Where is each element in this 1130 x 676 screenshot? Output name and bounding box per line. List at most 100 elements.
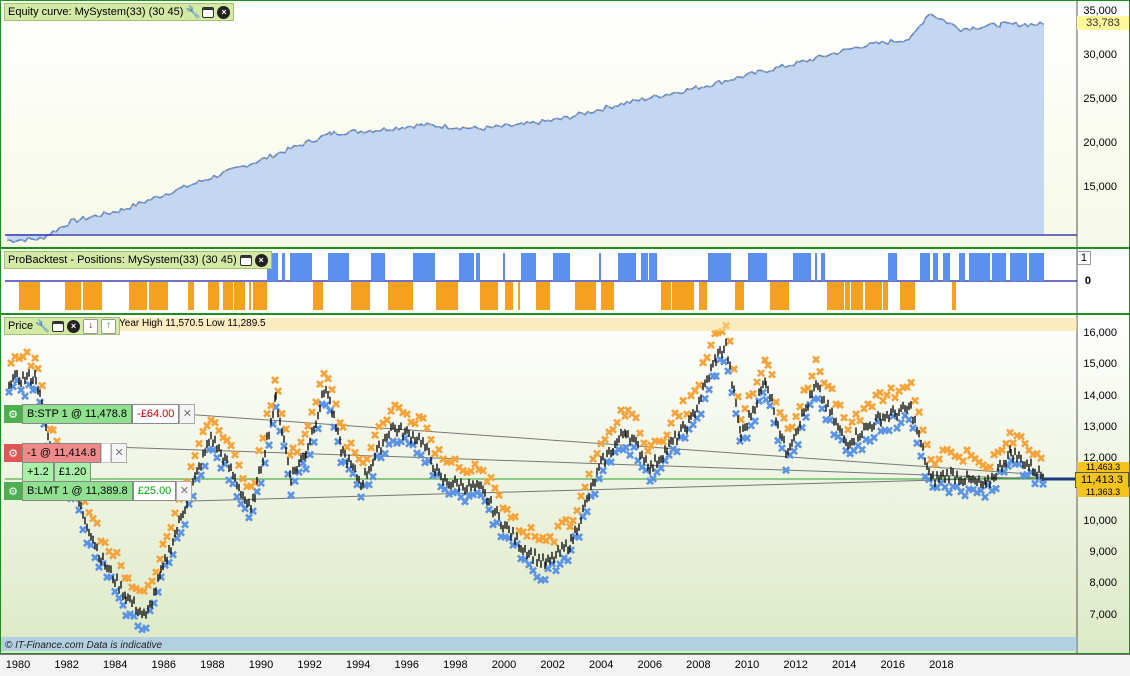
long-position-bar — [420, 253, 435, 281]
price-title-bar[interactable]: Price 🔧 × ↓ ↑ — [4, 317, 121, 335]
blue-x-marker: ✖ — [256, 477, 266, 491]
short-position-bar — [188, 282, 194, 310]
equity-y-tick-label: 15,000 — [1083, 181, 1117, 193]
blue-x-marker: ✖ — [648, 472, 658, 486]
blue-x-marker: ✖ — [880, 423, 890, 437]
blue-x-marker: ✖ — [805, 398, 815, 412]
orange-x-marker: ✖ — [510, 510, 520, 524]
close-icon[interactable]: ✕ — [179, 404, 196, 424]
orange-x-marker: ✖ — [398, 406, 408, 420]
equity-y-tick-label: 30,000 — [1083, 49, 1117, 61]
blue-x-marker: ✖ — [676, 430, 686, 444]
limit-order-label[interactable]: B:LMT 1 @ 11,389.8 — [22, 481, 133, 501]
stop-order-row[interactable]: ⚙ B:STP 1 @ 11,478.8 -£64.00 ✕ — [4, 404, 196, 424]
blue-x-marker: ✖ — [928, 481, 938, 495]
year-label: 1998 — [443, 659, 468, 671]
orange-x-marker: ✖ — [596, 437, 606, 451]
blue-x-marker: ✖ — [160, 559, 170, 573]
orange-x-marker: ✖ — [682, 408, 692, 422]
blue-x-marker: ✖ — [773, 434, 783, 448]
orange-x-marker: ✖ — [143, 579, 153, 593]
orange-x-marker: ✖ — [222, 434, 232, 448]
blue-x-marker: ✖ — [496, 530, 506, 544]
year-label: 2016 — [880, 659, 906, 671]
close-icon[interactable]: ✕ — [176, 481, 193, 501]
blue-x-marker: ✖ — [869, 431, 879, 445]
position-row[interactable]: ⚙ -1 @ 11,414.8 ✕ — [4, 443, 128, 463]
orange-x-marker: ✖ — [14, 352, 24, 366]
blue-x-marker: ✖ — [520, 553, 530, 567]
orange-x-marker: ✖ — [890, 391, 900, 405]
close-icon[interactable]: × — [217, 5, 231, 19]
buy-arrow-icon[interactable]: ↑ — [101, 318, 117, 334]
orange-x-marker: ✖ — [426, 433, 436, 447]
blue-x-marker: ✖ — [388, 435, 398, 449]
orange-x-marker: ✖ — [502, 503, 512, 517]
sell-arrow-icon[interactable]: ↓ — [83, 318, 99, 334]
orange-x-marker: ✖ — [155, 552, 165, 566]
long-position-bar — [282, 253, 285, 281]
year-label: 2012 — [783, 659, 808, 671]
long-position-bar — [793, 253, 811, 281]
blue-x-marker: ✖ — [637, 460, 647, 474]
short-position-bar — [735, 282, 744, 310]
window-icon[interactable] — [52, 320, 65, 332]
orange-x-marker: ✖ — [1020, 437, 1030, 451]
gear-icon[interactable]: ⚙ — [4, 482, 22, 500]
blue-x-marker: ✖ — [384, 438, 394, 452]
blue-x-marker: ✖ — [500, 531, 510, 545]
blue-x-marker: ✖ — [738, 432, 748, 446]
close-icon[interactable]: × — [254, 253, 268, 267]
limit-order-row[interactable]: ⚙ B:LMT 1 @ 11,389.8 £25.00 ✕ — [4, 481, 193, 501]
short-position-bar — [19, 282, 28, 310]
orange-x-marker: ✖ — [303, 420, 313, 434]
blue-x-marker: ✖ — [114, 592, 124, 606]
orange-x-marker: ✖ — [831, 397, 841, 411]
orange-x-marker: ✖ — [147, 575, 157, 589]
gear-icon[interactable]: ⚙ — [4, 444, 22, 462]
blue-x-marker: ✖ — [456, 491, 466, 505]
equity-title-bar[interactable]: Equity curve: MySystem(33) (30 45) 🔧 × — [4, 3, 235, 21]
blue-x-marker: ✖ — [86, 538, 96, 552]
positions-title-bar[interactable]: ProBacktest - Positions: MySystem(33) (3… — [4, 251, 272, 269]
blue-x-marker: ✖ — [90, 551, 100, 565]
equity-y-tick-label: 20,000 — [1083, 137, 1117, 149]
year-label: 2006 — [637, 659, 663, 671]
blue-x-marker: ✖ — [220, 457, 230, 471]
blue-x-marker: ✖ — [248, 504, 258, 518]
orange-x-marker: ✖ — [855, 414, 865, 428]
positions-panel: ProBacktest - Positions: MySystem(33) (3… — [0, 248, 1130, 314]
orange-x-marker: ✖ — [565, 520, 575, 534]
gear-icon[interactable]: ⚙ — [4, 405, 22, 423]
close-icon[interactable]: × — [67, 319, 81, 333]
orange-x-marker: ✖ — [997, 444, 1007, 458]
orange-x-marker: ✖ — [206, 414, 216, 428]
close-icon[interactable]: ✕ — [111, 443, 128, 463]
blue-x-marker: ✖ — [196, 468, 206, 482]
window-icon[interactable] — [239, 254, 252, 266]
window-icon[interactable] — [202, 6, 215, 18]
orange-x-marker: ✖ — [238, 472, 248, 486]
blue-x-marker: ✖ — [849, 444, 859, 458]
blue-x-marker: ✖ — [606, 455, 616, 469]
orange-x-marker: ✖ — [48, 423, 58, 437]
orange-x-marker: ✖ — [1012, 429, 1022, 443]
long-position-bar — [1010, 253, 1027, 281]
short-position-bar — [536, 282, 548, 310]
blue-x-marker: ✖ — [888, 409, 898, 423]
blue-x-marker: ✖ — [356, 490, 366, 504]
wrench-icon[interactable]: 🔧 — [185, 5, 201, 19]
short-position-bar — [505, 282, 513, 310]
long-position-bar — [413, 253, 420, 281]
price-y-tick-label: 7,000 — [1089, 608, 1117, 621]
orange-x-marker: ✖ — [962, 444, 972, 458]
blue-x-marker: ✖ — [309, 435, 319, 449]
orange-x-marker: ✖ — [942, 443, 952, 457]
blue-x-marker: ✖ — [184, 497, 194, 511]
blue-x-marker: ✖ — [404, 437, 414, 451]
orange-x-marker: ✖ — [319, 367, 329, 381]
short-position-bar — [699, 282, 707, 310]
position-label[interactable]: -1 @ 11,414.8 — [22, 443, 102, 463]
stop-order-label[interactable]: B:STP 1 @ 11,478.8 — [22, 404, 133, 424]
wrench-icon[interactable]: 🔧 — [35, 319, 51, 333]
